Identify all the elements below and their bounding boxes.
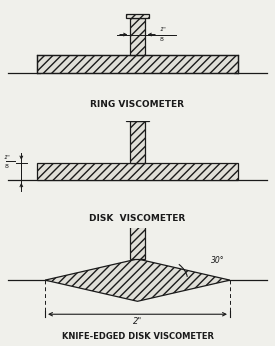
Bar bbox=[41, 73, 234, 79]
Bar bbox=[126, 13, 149, 18]
Text: 1": 1" bbox=[3, 155, 10, 160]
Text: 30°: 30° bbox=[211, 256, 225, 265]
Bar bbox=[37, 55, 238, 73]
Text: 2": 2" bbox=[133, 317, 142, 326]
Bar bbox=[126, 222, 149, 226]
Bar bbox=[130, 18, 145, 55]
Bar bbox=[130, 226, 145, 259]
Text: 1": 1" bbox=[159, 27, 166, 32]
Polygon shape bbox=[45, 259, 230, 301]
Text: 8: 8 bbox=[159, 37, 163, 42]
Bar bbox=[130, 121, 145, 163]
Bar bbox=[126, 117, 149, 121]
Bar bbox=[37, 163, 238, 180]
Text: DISK  VISCOMETER: DISK VISCOMETER bbox=[89, 215, 186, 224]
Text: KNIFE-EDGED DISK VISCOMETER: KNIFE-EDGED DISK VISCOMETER bbox=[62, 332, 213, 341]
Text: RING VISCOMETER: RING VISCOMETER bbox=[90, 100, 185, 109]
Text: 8: 8 bbox=[5, 164, 9, 169]
